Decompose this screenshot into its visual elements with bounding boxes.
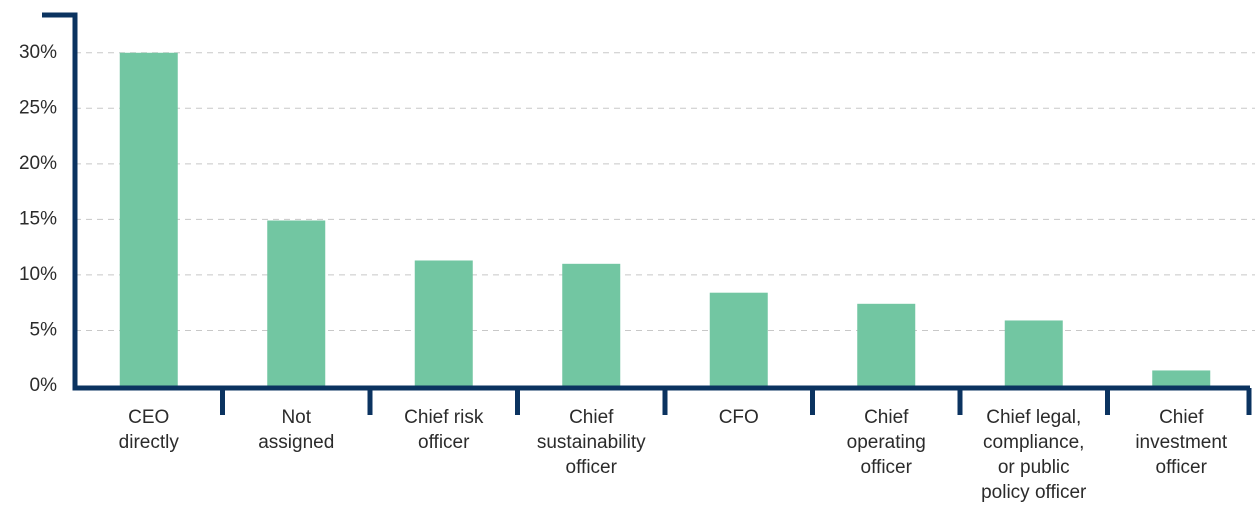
y-tick-label: 30% — [19, 42, 57, 63]
x-tick-label: officer — [861, 457, 913, 478]
x-tick-label: Chief — [569, 407, 614, 428]
x-tick-label: Chief — [1159, 407, 1204, 428]
x-tick-label: CFO — [719, 407, 759, 428]
y-tick-label: 20% — [19, 153, 57, 174]
axis — [42, 12, 1250, 391]
y-tick-label: 15% — [19, 208, 57, 229]
x-tick-label: Chief legal, — [986, 407, 1081, 428]
x-tick-label: policy officer — [981, 482, 1087, 503]
y-tick-label: 5% — [30, 319, 58, 340]
x-tick-label: directly — [119, 432, 180, 453]
x-tick-label: Not — [281, 407, 311, 428]
x-tick-label: Chief — [864, 407, 909, 428]
x-tick-label: assigned — [258, 432, 334, 453]
bar — [857, 303, 916, 386]
y-tick-label: 25% — [19, 97, 57, 118]
x-tick-label: investment — [1135, 432, 1228, 453]
x-tick-label: sustainability — [537, 432, 646, 453]
bar — [1004, 320, 1063, 386]
bar — [1152, 370, 1211, 386]
bar — [267, 220, 326, 386]
x-tick-label: Chief risk — [404, 407, 484, 428]
x-tick-label: operating — [847, 432, 926, 453]
bar — [119, 52, 178, 386]
x-tick-label: compliance, — [983, 432, 1084, 453]
bar — [709, 292, 768, 386]
x-tick-label: officer — [1156, 457, 1208, 478]
bar — [562, 263, 621, 386]
x-tick-label: or public — [998, 457, 1070, 478]
y-tick-label: 10% — [19, 264, 57, 285]
bar — [414, 260, 473, 386]
x-tick-label: officer — [418, 432, 470, 453]
x-tick-label: officer — [566, 457, 618, 478]
x-tick-label: CEO — [128, 407, 169, 428]
y-tick-label: 0% — [30, 375, 58, 396]
